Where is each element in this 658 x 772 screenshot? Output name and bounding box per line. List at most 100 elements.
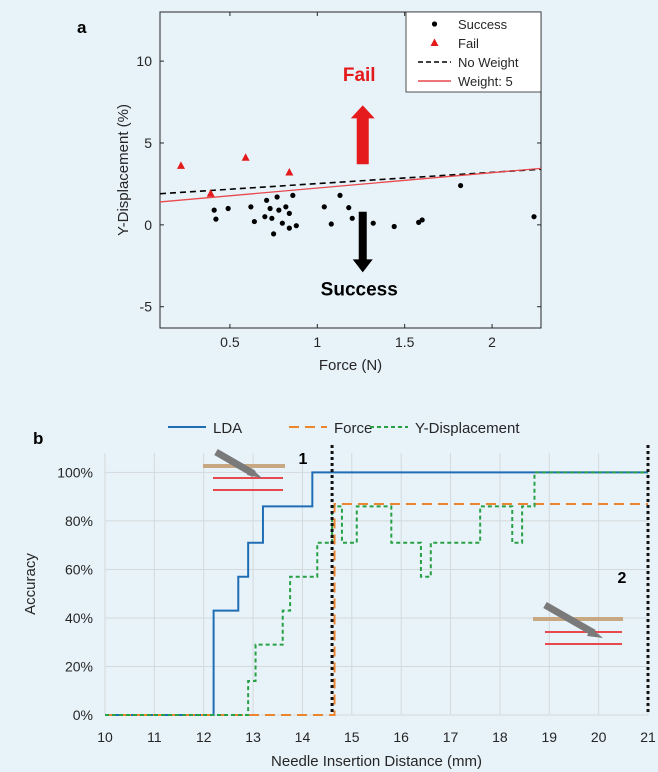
success-point bbox=[337, 192, 343, 198]
success-point bbox=[279, 220, 285, 226]
legend-label: LDA bbox=[213, 420, 242, 437]
legend-label: No Weight bbox=[458, 55, 519, 70]
y-tick-label: 0 bbox=[144, 217, 152, 233]
legend-label: Y-Displacement bbox=[415, 420, 520, 437]
success-point bbox=[251, 218, 257, 225]
success-point bbox=[276, 207, 282, 213]
success-point bbox=[328, 221, 334, 227]
success-point bbox=[211, 207, 217, 213]
success-point bbox=[225, 205, 231, 212]
y-tick-label: 20% bbox=[65, 658, 93, 674]
needle-icon-position-2 bbox=[533, 601, 623, 645]
success-point bbox=[269, 215, 275, 221]
regression-line bbox=[159, 167, 542, 203]
success-point bbox=[262, 214, 268, 220]
legend-label: Success bbox=[458, 17, 508, 32]
y-tick-label: 100% bbox=[57, 464, 93, 480]
success-point bbox=[213, 216, 219, 222]
x-tick-label: 12 bbox=[196, 729, 212, 745]
success-point bbox=[274, 194, 280, 200]
y-tick-label: 5 bbox=[144, 135, 152, 151]
legend-label: Force bbox=[334, 420, 372, 437]
fail-point bbox=[285, 167, 294, 176]
x-tick-label: 1.5 bbox=[395, 334, 415, 350]
needle-icon-position-1 bbox=[203, 448, 285, 491]
success-point bbox=[349, 215, 355, 221]
success-point bbox=[419, 217, 425, 223]
success-point bbox=[286, 225, 292, 231]
y-tick-label: 80% bbox=[65, 513, 93, 529]
success-point bbox=[293, 223, 299, 229]
legend-box bbox=[405, 11, 542, 93]
panel-b-y-axis-label: Accuracy bbox=[22, 553, 39, 615]
success-point bbox=[271, 231, 277, 237]
series-line bbox=[105, 502, 648, 716]
success-point bbox=[267, 205, 273, 212]
legend-fail-marker bbox=[430, 38, 439, 46]
x-tick-label: 20 bbox=[591, 729, 607, 745]
x-tick-label: 17 bbox=[443, 729, 459, 745]
legend-label: Fail bbox=[458, 36, 479, 51]
x-tick-label: 21 bbox=[640, 729, 656, 745]
panel-b-grid bbox=[104, 453, 649, 716]
legend-label: Weight: 5 bbox=[458, 74, 513, 89]
panel-a: a 0.5 1 1.5 2 -5 0 5 10 Fail Success Force (N) Y… bbox=[77, 11, 542, 374]
x-tick-label: 19 bbox=[541, 729, 557, 745]
legend-success-marker bbox=[431, 21, 438, 27]
panel-b-needle-illustrations bbox=[203, 448, 623, 645]
fail-point bbox=[206, 189, 215, 197]
regression-line bbox=[159, 168, 542, 195]
y-tick-label: -5 bbox=[140, 299, 153, 315]
panel-b: b LDA Force Y-Displacement 10 11 12 13 14 15 16 1… bbox=[22, 420, 656, 770]
success-point bbox=[391, 223, 397, 230]
x-tick-label: 14 bbox=[295, 729, 311, 745]
success-point bbox=[290, 192, 296, 198]
fail-point bbox=[176, 161, 185, 169]
success-point bbox=[370, 220, 376, 226]
panel-a-x-axis-label: Force (N) bbox=[319, 357, 382, 374]
x-tick-label: 15 bbox=[344, 729, 360, 745]
x-tick-label: 11 bbox=[147, 729, 162, 745]
panel-b-series bbox=[105, 471, 648, 716]
y-tick-label: 10 bbox=[136, 53, 152, 69]
fail-annotation: Fail bbox=[343, 65, 376, 86]
panel-b-legend: LDA Force Y-Displacement bbox=[168, 420, 520, 437]
panel-a-axes-frame bbox=[159, 11, 542, 329]
success-point bbox=[286, 210, 292, 216]
x-tick-label: 2 bbox=[488, 334, 496, 350]
x-tick-label: 13 bbox=[245, 729, 261, 745]
success-point bbox=[264, 197, 270, 203]
success-arrow bbox=[352, 211, 373, 273]
success-point bbox=[531, 214, 537, 220]
panel-b-label: b bbox=[33, 429, 43, 448]
marker-1-label: 1 bbox=[299, 451, 308, 468]
success-point bbox=[248, 204, 254, 210]
x-tick-label: 18 bbox=[492, 729, 508, 745]
y-tick-label: 0% bbox=[73, 707, 93, 723]
series-line bbox=[105, 471, 648, 716]
success-point bbox=[458, 182, 464, 189]
marker-2-label: 2 bbox=[618, 570, 627, 587]
panel-a-label: a bbox=[77, 18, 87, 37]
y-tick-label: 60% bbox=[65, 561, 93, 577]
x-tick-label: 16 bbox=[393, 729, 409, 745]
panel-a-y-axis-label: Y-Displacement (%) bbox=[115, 104, 132, 236]
success-point bbox=[283, 204, 289, 210]
fail-point bbox=[241, 153, 250, 161]
y-tick-label: 40% bbox=[65, 610, 93, 626]
success-point bbox=[321, 204, 327, 210]
panel-a-legend: Success Fail No Weight Weight: 5 bbox=[405, 11, 542, 93]
panel-a-series bbox=[159, 153, 542, 237]
success-annotation: Success bbox=[321, 279, 398, 300]
panel-a-annotations: Fail Success bbox=[321, 65, 398, 300]
panel-b-x-axis-label: Needle Insertion Distance (mm) bbox=[271, 753, 482, 770]
x-tick-label: 10 bbox=[97, 729, 113, 745]
panel-b-ticks: 10 11 12 13 14 15 16 17 18 19 20 21 0% 20% 40% 60% 80% 10… bbox=[57, 464, 656, 745]
x-tick-label: 0.5 bbox=[220, 334, 240, 350]
success-point bbox=[346, 205, 352, 211]
panel-b-vertical-markers: 12 bbox=[299, 445, 650, 715]
series-line bbox=[105, 471, 648, 716]
fail-arrow bbox=[350, 105, 375, 165]
x-tick-label: 1 bbox=[313, 334, 321, 350]
